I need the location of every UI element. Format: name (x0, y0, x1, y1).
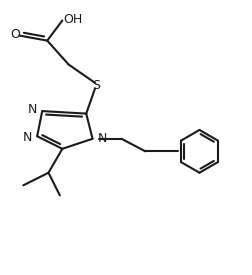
Text: N: N (28, 103, 37, 116)
Text: S: S (92, 79, 100, 92)
Text: N: N (23, 131, 32, 144)
Text: O: O (10, 28, 20, 41)
Text: N: N (97, 132, 106, 145)
Text: OH: OH (62, 13, 82, 26)
